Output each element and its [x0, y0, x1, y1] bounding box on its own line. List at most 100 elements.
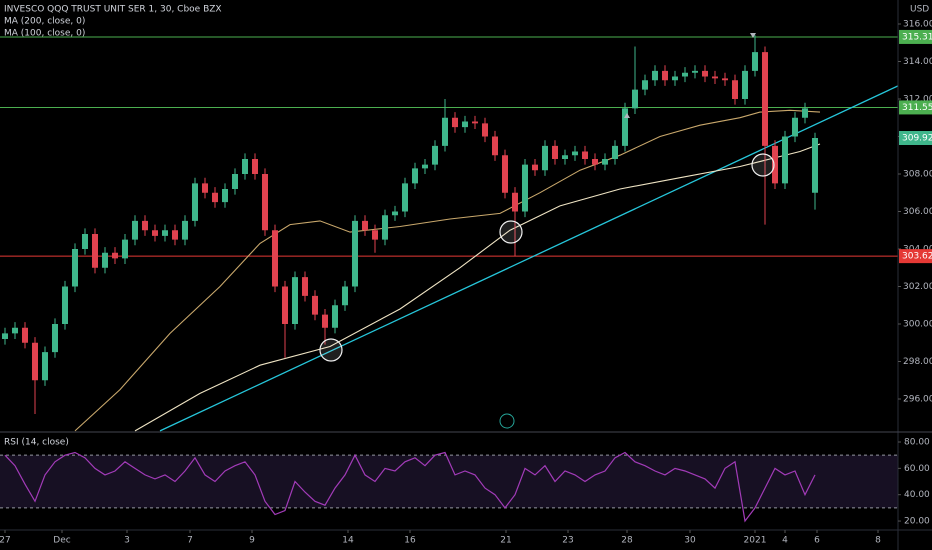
candle-body — [272, 230, 278, 287]
candle-body — [442, 117, 448, 146]
y-tick-label: 298.00 — [903, 357, 932, 367]
legend-entry: MA (100, close, 0) — [4, 29, 85, 39]
candle-body — [242, 159, 248, 174]
candle-body — [602, 159, 608, 165]
rsi-legend: RSI (14, close) — [4, 438, 69, 448]
candle-body — [72, 249, 78, 287]
candle-body — [702, 70, 708, 77]
candle-body — [532, 164, 538, 171]
last-price-box — [899, 131, 932, 145]
candle-body — [192, 183, 198, 221]
x-tick-label: 16 — [404, 536, 416, 546]
annotations: INVESCO QQQ TRUST UNIT SER 1, 30, Cboe B… — [4, 5, 929, 448]
candle-body — [492, 136, 498, 156]
candle-body — [672, 76, 678, 81]
candle-body — [542, 145, 548, 171]
x-tick-label: 21 — [500, 536, 511, 546]
candle-body — [472, 121, 478, 124]
rsi-band — [0, 455, 898, 508]
rsi-pane — [0, 451, 898, 523]
candle-body — [682, 72, 688, 77]
candle-body — [82, 234, 88, 249]
x-tick-label: Dec — [53, 536, 70, 546]
candle-body — [142, 220, 148, 231]
candle-body — [52, 324, 58, 353]
candle-body — [382, 215, 388, 240]
x-tick-label: 4 — [782, 536, 788, 546]
candle-body — [362, 220, 368, 231]
candle-body — [522, 164, 528, 212]
candle-body — [792, 117, 798, 137]
candle-body — [422, 164, 428, 169]
candle-body — [202, 183, 208, 193]
x-tick-label: 7 — [187, 536, 193, 546]
candle-body — [582, 151, 588, 159]
candle-body — [212, 192, 218, 203]
candle-body — [632, 89, 638, 109]
level-price-box — [899, 249, 932, 264]
x-tick-label: 2021 — [744, 536, 767, 546]
rsi-y-tick-label: 60.00 — [904, 464, 930, 474]
rsi-y-tick-label: 80.00 — [904, 438, 930, 448]
y-tick-label: 302.00 — [903, 282, 932, 292]
candle-body — [662, 70, 668, 81]
level-price-label: 303.62 — [902, 252, 932, 262]
candle-body — [162, 230, 168, 236]
candle-body — [552, 145, 558, 159]
candle-body — [372, 230, 378, 240]
y-tick-label: 312.00 — [903, 95, 932, 105]
candle-body — [222, 189, 228, 203]
x-tick-label: 8 — [875, 536, 881, 546]
currency-label: USD — [910, 5, 929, 15]
symbol-title: INVESCO QQQ TRUST UNIT SER 1, 30, Cboe B… — [4, 5, 222, 15]
candle-body — [262, 174, 268, 231]
candle-body — [782, 136, 788, 184]
candle-body — [622, 108, 628, 146]
candle-body — [802, 108, 808, 118]
candle-body — [172, 230, 178, 240]
y-tick-label: 296.00 — [903, 395, 932, 405]
x-tick-label: 3 — [124, 536, 130, 546]
rsi-y-tick-label: 20.00 — [904, 517, 930, 527]
y-tick-label: 306.00 — [903, 207, 932, 217]
level-price-box — [899, 29, 932, 44]
circle-marker — [319, 338, 343, 362]
candle-body — [752, 52, 758, 71]
level-price-label: 311.55 — [902, 103, 932, 113]
candle-body — [502, 155, 508, 193]
candle-body — [22, 327, 28, 343]
candle-body — [642, 80, 648, 90]
x-tick-label: 9 — [249, 536, 255, 546]
candle-body — [432, 145, 438, 165]
candle-body — [112, 252, 118, 259]
y-tick-label: 314.00 — [903, 57, 932, 67]
y-tick-label: 316.00 — [903, 20, 932, 30]
candle-body — [152, 230, 158, 236]
x-tick-label: 14 — [342, 536, 354, 546]
price-pane — [0, 35, 898, 432]
candle-body — [12, 327, 18, 334]
candle-body — [652, 70, 658, 81]
candle-body — [302, 277, 308, 296]
low-marker — [624, 113, 630, 118]
candle-body — [322, 314, 328, 328]
candle-body — [612, 145, 618, 159]
candle-body — [772, 145, 778, 184]
x-tick-label: 6 — [814, 536, 820, 546]
candle-body — [312, 295, 318, 315]
candle-body — [562, 155, 568, 159]
moving-average — [74, 109, 821, 432]
dividend-marker[interactable] — [499, 413, 515, 429]
y-tick-label: 308.00 — [903, 170, 932, 180]
candle-body — [102, 252, 108, 268]
candle-body — [762, 52, 768, 146]
candle-body — [412, 168, 418, 184]
candle-body — [512, 192, 518, 212]
x-tick-label: 27 — [0, 536, 11, 546]
candle-body — [2, 333, 8, 339]
x-tick-label: 23 — [562, 536, 573, 546]
candle-body — [32, 342, 38, 381]
candle-body — [712, 76, 718, 79]
